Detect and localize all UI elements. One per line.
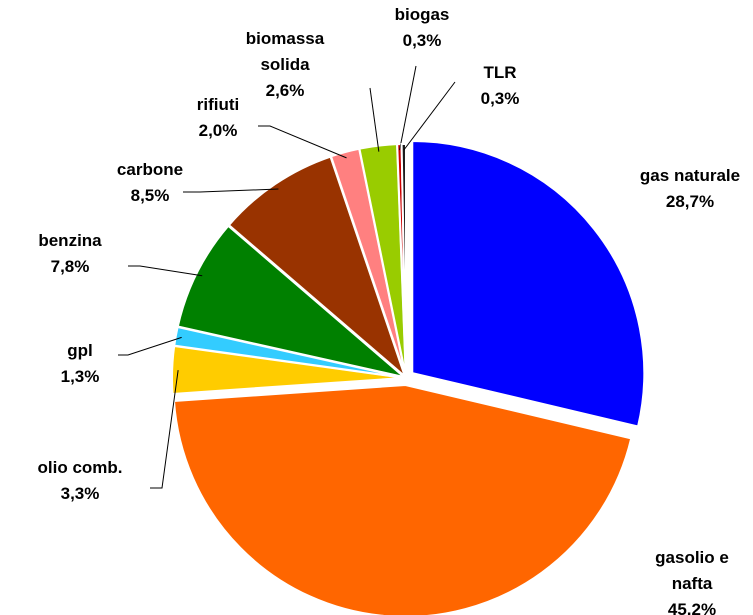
slice-label: gasolio e nafta 45,2%	[647, 545, 737, 615]
value-label: 2,0%	[198, 121, 238, 140]
category-name: carbone	[116, 160, 184, 179]
category-name: biogas	[394, 5, 450, 24]
value-label: 28,7%	[665, 192, 715, 211]
pie-slice	[172, 383, 633, 615]
value-label: 45,2%	[667, 600, 717, 615]
slice-label: carbone 8,5%	[100, 157, 200, 209]
value-label: 0,3%	[402, 31, 442, 50]
leader-line	[369, 87, 380, 152]
pie-slice	[400, 142, 407, 377]
category-name: gas naturale	[639, 166, 741, 185]
value-label: 3,3%	[60, 484, 100, 503]
pie-slice	[176, 224, 405, 379]
slice-label: biogas 0,3%	[382, 2, 462, 54]
slice-label: TLR 0,3%	[460, 60, 540, 112]
slice-label: gas naturale 28,7%	[615, 163, 753, 215]
value-label: 2,6%	[265, 81, 305, 100]
value-label: 7,8%	[50, 257, 90, 276]
pie-slice	[227, 155, 408, 380]
slice-label: olio comb. 3,3%	[5, 455, 155, 507]
value-label: 0,3%	[480, 89, 520, 108]
category-name: benzina	[38, 231, 102, 250]
slice-label: rifiuti 2,0%	[178, 92, 258, 144]
leader-line	[258, 125, 347, 159]
category-name: gpl	[67, 341, 93, 360]
leader-line	[403, 81, 456, 151]
value-label: 1,3%	[60, 367, 100, 386]
category-name: gasolio e nafta	[655, 548, 729, 593]
slice-label: gpl 1,3%	[40, 338, 120, 390]
slice-label: biomassa solida 2,6%	[235, 26, 335, 104]
leader-line	[183, 188, 279, 193]
leader-line	[118, 336, 182, 356]
leader-line	[128, 265, 203, 277]
category-name: TLR	[483, 63, 517, 82]
pie-slice	[411, 140, 646, 428]
leader-line	[399, 65, 417, 151]
value-label: 8,5%	[130, 186, 170, 205]
category-name: rifiuti	[196, 95, 240, 114]
category-name: olio comb.	[37, 458, 123, 477]
slice-label: benzina 7,8%	[20, 228, 120, 280]
leader-line	[150, 370, 179, 489]
category-name: biomassa solida	[245, 29, 325, 74]
